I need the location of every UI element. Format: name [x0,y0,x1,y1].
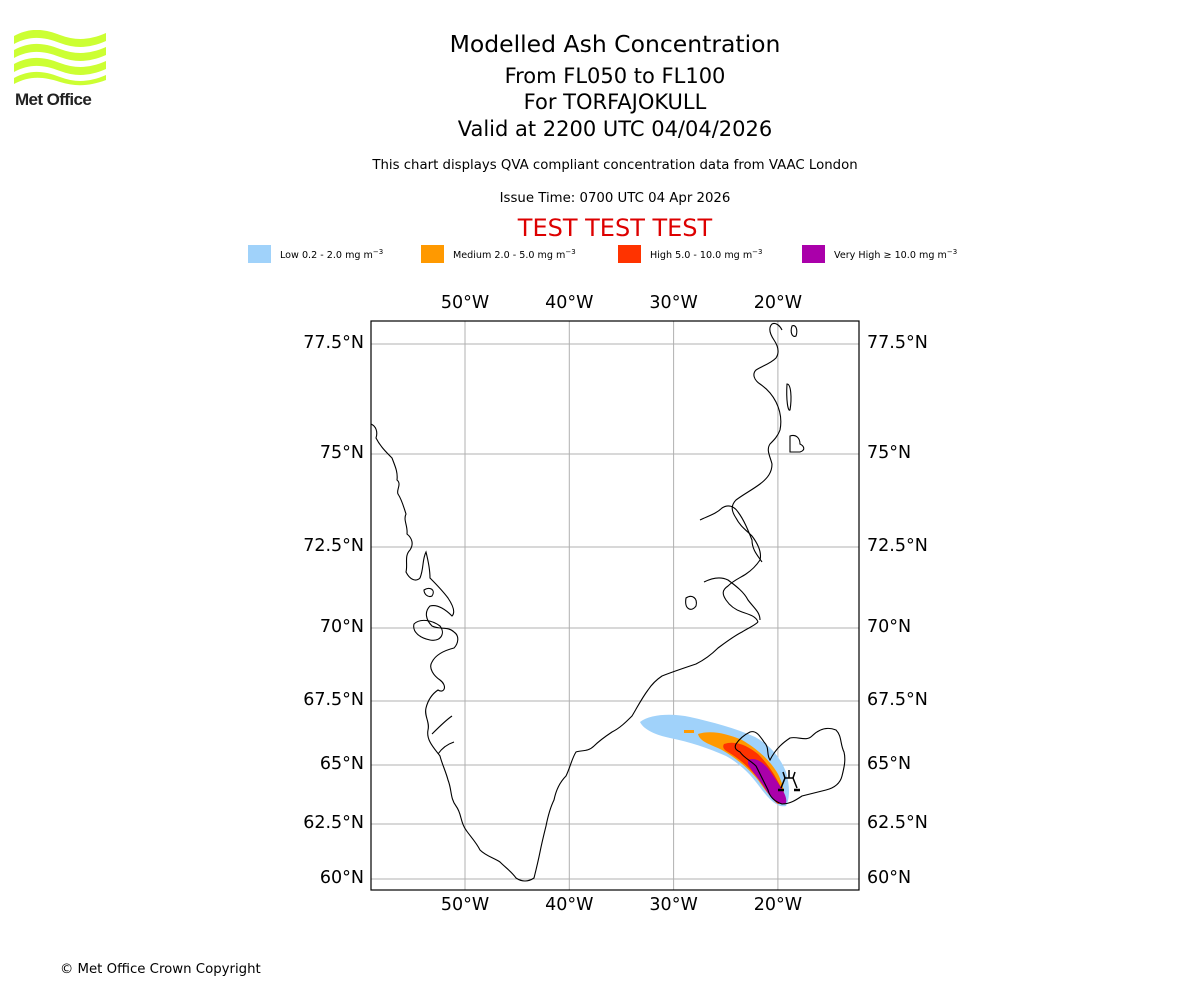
legend-swatch-low [248,245,271,263]
legend-item-very-high: Very High ≥ 10.0 mg m−3 [802,244,957,264]
lat-tick-label-left: 72.5°N [303,536,364,556]
lon-tick-label-bottom: 20°W [753,895,803,915]
legend-item-low: Low 0.2 - 2.0 mg m−3 [248,244,383,264]
ash-low [640,714,789,807]
chart-title: Modelled Ash Concentration [449,30,781,58]
greenland-west-coast [371,423,759,882]
legend-item-high: High 5.0 - 10.0 mg m−3 [618,244,763,264]
legend-swatch-very-high [802,245,825,263]
graticule [371,321,859,890]
lat-tick-label-right: 77.5°N [867,333,928,353]
volcano-name: For TORFAJOKULL [523,90,707,114]
lon-tick-label-top: 30°W [649,293,698,313]
flight-levels: From FL050 to FL100 [504,64,726,88]
iceland-coast [734,727,846,805]
logo-text: Met Office [15,90,92,109]
ash-plume [640,714,789,807]
west-island-1 [413,619,443,641]
lat-tick-label-left: 77.5°N [303,333,364,353]
lat-tick-label-left: 65°N [319,754,364,774]
volcano-icon [778,770,800,792]
lat-tick-label-left: 67.5°N [303,690,364,710]
lat-tick-label-right: 70°N [867,617,912,637]
legend-swatch-medium [421,245,444,263]
east-fjord-1 [699,505,763,563]
east-fjord-2 [703,577,761,621]
lat-tick-label-right: 72.5°N [867,536,928,556]
legend: Low 0.2 - 2.0 mg m−3 Medium 2.0 - 5.0 mg… [0,244,1200,264]
lon-tick-label-top: 50°W [440,293,490,313]
lat-tick-label-left: 62.5°N [303,813,364,833]
copyright: © Met Office Crown Copyright [60,962,261,977]
lat-tick-label-left: 70°N [319,617,364,637]
legend-item-medium: Medium 2.0 - 5.0 mg m−3 [421,244,576,264]
legend-swatch-high [618,245,641,263]
lat-tick-label-right: 60°N [867,868,912,888]
legend-label-medium: Medium 2.0 - 5.0 mg m−3 [453,247,576,261]
test-banner: TEST TEST TEST [517,214,713,242]
lat-tick-label-left: 75°N [319,443,364,463]
coastlines [371,322,846,882]
east-island-1 [685,595,697,610]
east-island-2 [786,383,792,411]
lat-tick-label-left: 60°N [319,868,364,888]
valid-time: Valid at 2200 UTC 04/04/2026 [457,117,773,141]
west-island-2 [423,587,434,598]
lat-tick-label-right: 75°N [867,443,912,463]
met-office-logo: Met Office [14,30,109,112]
east-island-4 [790,325,798,337]
lat-tick-label-right: 65°N [867,754,912,774]
east-island-3 [789,434,805,453]
west-glacier-1 [431,715,453,735]
lon-tick-label-top: 20°W [753,293,803,313]
logo-waves-icon [14,30,106,86]
lon-tick-label-top: 40°W [545,293,594,313]
legend-label-very-high: Very High ≥ 10.0 mg m−3 [834,247,958,261]
lon-tick-label-bottom: 50°W [440,895,490,915]
issue-time: Issue Time: 0700 UTC 04 Apr 2026 [499,191,731,206]
chart-description: This chart displays QVA compliant concen… [372,158,858,173]
lon-tick-label-bottom: 30°W [649,895,698,915]
legend-label-low: Low 0.2 - 2.0 mg m−3 [280,247,384,261]
legend-label-high: High 5.0 - 10.0 mg m−3 [650,247,763,261]
lon-tick-label-bottom: 40°W [545,895,594,915]
lat-tick-label-right: 67.5°N [867,690,928,710]
lat-tick-label-right: 62.5°N [867,813,928,833]
greenland-east-coast [722,322,783,623]
map-frame [370,320,860,891]
west-glacier-2 [437,741,455,755]
